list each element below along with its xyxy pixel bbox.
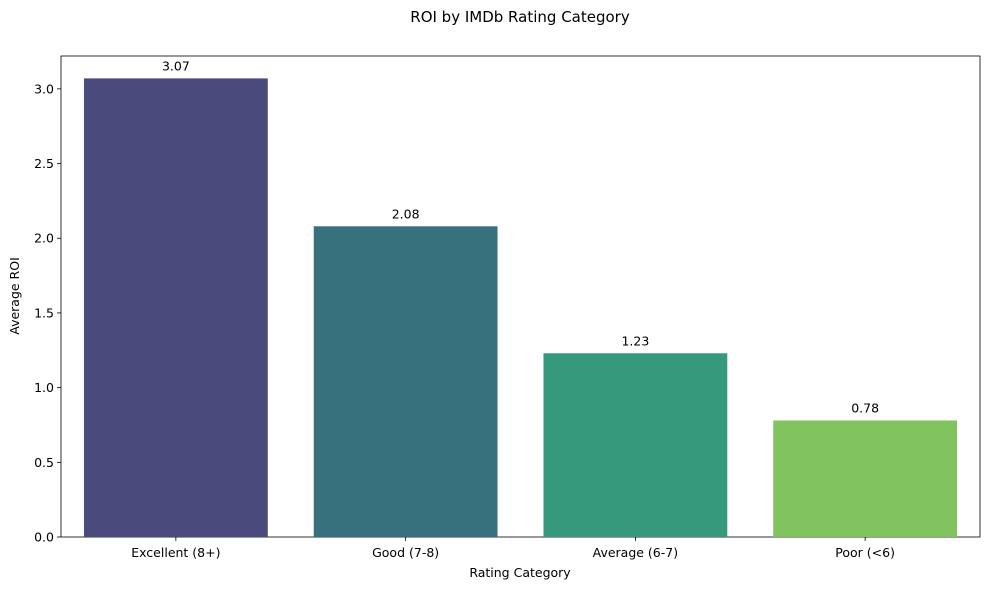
y-tick-label: 3.0 <box>34 81 54 96</box>
bar-value-label: 0.78 <box>851 400 879 415</box>
plot-area-frame <box>60 55 981 538</box>
bar <box>83 78 268 537</box>
bar-value-label: 3.07 <box>162 58 190 73</box>
bar <box>773 420 958 537</box>
y-axis-ticks: 0.0 0.5 1.0 1.5 2.0 2.5 3.0 <box>34 81 61 545</box>
y-tick-label: 0.5 <box>34 455 54 470</box>
x-tick-label: Average (6-7) <box>593 545 678 560</box>
bars-group <box>83 78 958 537</box>
bar-value-label: 1.23 <box>621 333 649 348</box>
x-axis-label: Rating Category <box>469 565 571 580</box>
bar-value-labels: 3.07 2.08 1.23 0.78 <box>162 58 879 415</box>
x-tick-label: Excellent (8+) <box>131 545 220 560</box>
x-tick-label: Poor (<6) <box>835 545 895 560</box>
x-tick-label: Good (7-8) <box>372 545 439 560</box>
bar <box>313 226 498 537</box>
y-tick-label: 2.5 <box>34 156 54 171</box>
y-tick-label: 0.0 <box>34 530 54 545</box>
chart-title: ROI by IMDb Rating Category <box>410 8 630 26</box>
y-tick-label: 1.0 <box>34 380 54 395</box>
x-axis-ticks: Excellent (8+) Good (7-8) Average (6-7) Poo… <box>131 537 895 560</box>
bar-value-label: 2.08 <box>392 206 420 221</box>
y-axis-label: Average ROI <box>7 257 22 335</box>
y-tick-label: 1.5 <box>34 305 54 320</box>
bar <box>543 353 728 537</box>
y-tick-label: 2.0 <box>34 231 54 246</box>
